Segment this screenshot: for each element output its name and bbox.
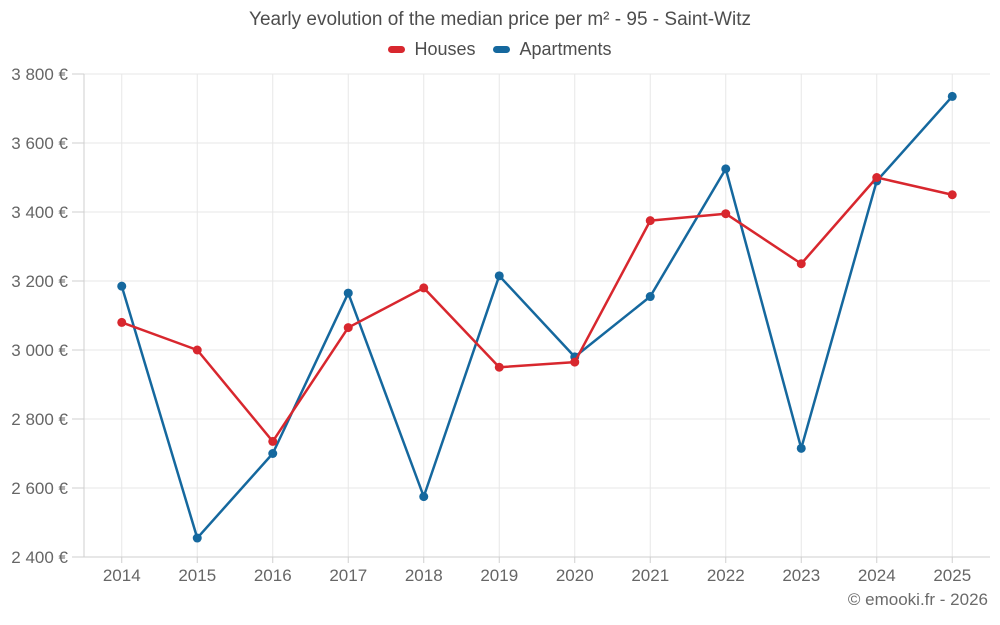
apartments-point-2017[interactable] — [343, 288, 353, 298]
apartments-point-2019[interactable] — [494, 271, 504, 281]
chart-legend: Houses Apartments — [0, 39, 1000, 60]
houses-point-2021[interactable] — [645, 216, 655, 226]
x-tick-label-2022: 2022 — [707, 566, 745, 585]
houses-point-2023[interactable] — [796, 259, 806, 269]
apartments-point-2018[interactable] — [419, 492, 429, 502]
apartments-point-2016[interactable] — [268, 449, 278, 458]
x-tick-label-2020: 2020 — [556, 566, 594, 585]
y-tick-label-2400: 2 400 € — [11, 548, 68, 567]
houses-point-2015[interactable] — [192, 345, 202, 355]
x-tick-label-2014: 2014 — [103, 566, 141, 585]
x-tick-label-2021: 2021 — [631, 566, 669, 585]
legend-item-houses[interactable]: Houses — [388, 39, 475, 60]
houses-point-2018[interactable] — [419, 283, 429, 293]
x-tick-label-2024: 2024 — [858, 566, 896, 585]
legend-swatch-apartments — [493, 46, 511, 53]
apartments-point-2015[interactable] — [192, 533, 202, 543]
apartments-point-2023[interactable] — [796, 443, 806, 453]
houses-point-2020[interactable] — [570, 357, 580, 367]
apartments-line — [120, 95, 954, 540]
y-tick-label-2600: 2 600 € — [11, 479, 68, 498]
houses-point-2024[interactable] — [872, 173, 882, 182]
chart-title: Yearly evolution of the median price per… — [249, 9, 751, 30]
houses-point-2019[interactable] — [494, 362, 504, 372]
x-tick-label-2023: 2023 — [782, 566, 820, 585]
x-tick-label-2016: 2016 — [254, 566, 292, 585]
x-tick-label-2017: 2017 — [329, 566, 367, 585]
y-tick-label-3200: 3 200 € — [11, 272, 68, 291]
apartments-point-2022[interactable] — [721, 164, 731, 174]
legend-item-apartments[interactable]: Apartments — [493, 39, 612, 60]
x-tick-label-2015: 2015 — [178, 566, 216, 585]
series-apartments — [117, 91, 957, 543]
houses-point-2022[interactable] — [721, 209, 731, 219]
y-tick-label-3800: 3 800 € — [11, 65, 68, 84]
houses-point-2014[interactable] — [117, 317, 127, 327]
watermark-credit: © emooki.fr - 2026 — [847, 590, 988, 609]
y-tick-label-3600: 3 600 € — [11, 134, 68, 153]
x-tick-label-2019: 2019 — [480, 566, 518, 585]
y-tick-label-3400: 3 400 € — [11, 203, 68, 222]
legend-label: Apartments — [519, 39, 612, 59]
legend-label: Houses — [414, 39, 476, 59]
apartments-point-2021[interactable] — [645, 292, 655, 302]
apartments-point-2025[interactable] — [947, 91, 957, 101]
houses-point-2016[interactable] — [268, 436, 278, 446]
series-houses — [117, 173, 957, 446]
x-tick-label-2025: 2025 — [933, 566, 971, 585]
houses-point-2025[interactable] — [947, 190, 957, 200]
legend-swatch-houses — [388, 46, 406, 53]
y-tick-label-2800: 2 800 € — [11, 410, 68, 429]
y-tick-label-3000: 3 000 € — [11, 341, 68, 360]
apartments-point-2014[interactable] — [117, 281, 127, 291]
houses-line — [120, 176, 954, 443]
houses-point-2017[interactable] — [343, 323, 353, 333]
x-tick-label-2018: 2018 — [405, 566, 443, 585]
